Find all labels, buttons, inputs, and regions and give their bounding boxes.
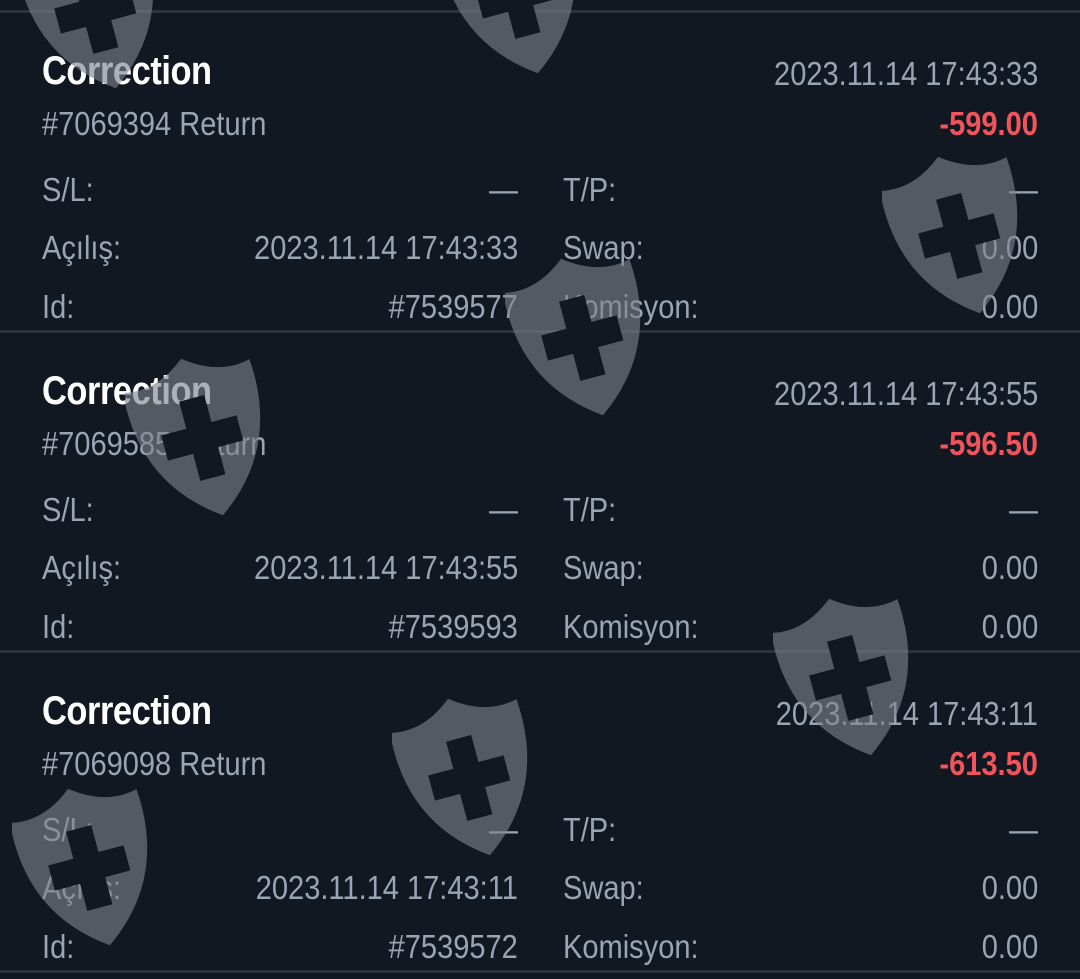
tp-value: — (1008, 491, 1038, 528)
deal-item[interactable]: Correction 2023.11.14 17:43:55 #7069585 … (0, 333, 1080, 653)
commission-row: Komisyon: 0.00 (563, 608, 1038, 648)
tp-row: T/P: — (563, 811, 1038, 851)
commission-label: Komisyon: (563, 288, 699, 325)
id-row: Id: #7539572 (42, 928, 518, 968)
deal-profit: -596.50 (939, 425, 1038, 462)
swap-row: Swap: 0.00 (563, 229, 1038, 269)
swap-label: Swap: (563, 549, 644, 586)
sl-value: — (488, 171, 518, 208)
commission-value: 0.00 (981, 928, 1038, 965)
sl-label: S/L: (42, 491, 94, 528)
deal-comment: #7069585 Return (42, 425, 267, 462)
tp-label: T/P: (563, 491, 617, 528)
id-value: #7539577 (388, 288, 518, 325)
deal-item[interactable]: Correction 2023.11.14 17:43:11 #7069098 … (0, 653, 1080, 973)
open-value: 2023.11.14 17:43:55 (253, 549, 518, 586)
id-value: #7539593 (388, 608, 518, 645)
swap-row: Swap: 0.00 (563, 869, 1038, 909)
id-label: Id: (42, 928, 75, 965)
open-value: 2023.11.14 17:43:33 (253, 229, 518, 266)
swap-label: Swap: (563, 229, 644, 266)
divider (0, 970, 1080, 973)
open-label: Açılış: (42, 549, 122, 586)
commission-label: Komisyon: (563, 928, 699, 965)
deal-comment: #7069394 Return (42, 105, 267, 142)
deal-item[interactable]: Correction 2023.11.14 17:43:33 #7069394 … (0, 13, 1080, 333)
sl-label: S/L: (42, 811, 94, 848)
swap-label: Swap: (563, 869, 644, 906)
commission-value: 0.00 (981, 608, 1038, 645)
open-row: Açılış: 2023.11.14 17:43:55 (42, 549, 518, 589)
deal-type: Correction (42, 369, 212, 413)
open-value: 2023.11.14 17:43:11 (255, 869, 518, 906)
open-row: Açılış: 2023.11.14 17:43:33 (42, 229, 518, 269)
open-label: Açılış: (42, 869, 122, 906)
sl-value: — (488, 491, 518, 528)
open-row: Açılış: 2023.11.14 17:43:11 (42, 869, 518, 909)
open-label: Açılış: (42, 229, 122, 266)
id-label: Id: (42, 288, 75, 325)
commission-value: 0.00 (981, 288, 1038, 325)
sl-row: S/L: — (42, 171, 518, 211)
commission-label: Komisyon: (563, 608, 699, 645)
tp-value: — (1008, 811, 1038, 848)
id-row: Id: #7539593 (42, 608, 518, 648)
swap-value: 0.00 (981, 549, 1038, 586)
tp-label: T/P: (563, 811, 617, 848)
deal-time: 2023.11.14 17:43:11 (775, 695, 1038, 732)
tp-row: T/P: — (563, 171, 1038, 211)
divider (0, 650, 1080, 653)
id-row: Id: #7539577 (42, 288, 518, 328)
swap-row: Swap: 0.00 (563, 549, 1038, 589)
deal-time: 2023.11.14 17:43:33 (773, 55, 1038, 92)
sl-row: S/L: — (42, 491, 518, 531)
deal-profit: -599.00 (939, 105, 1038, 142)
id-label: Id: (42, 608, 75, 645)
deal-profit: -613.50 (939, 745, 1038, 782)
id-value: #7539572 (388, 928, 518, 965)
tp-row: T/P: — (563, 491, 1038, 531)
deal-comment: #7069098 Return (42, 745, 267, 782)
sl-row: S/L: — (42, 811, 518, 851)
deal-type: Correction (42, 689, 212, 733)
commission-row: Komisyon: 0.00 (563, 928, 1038, 968)
sl-value: — (488, 811, 518, 848)
sl-label: S/L: (42, 171, 94, 208)
tp-value: — (1008, 171, 1038, 208)
commission-row: Komisyon: 0.00 (563, 288, 1038, 328)
deal-time: 2023.11.14 17:43:55 (773, 375, 1038, 412)
swap-value: 0.00 (981, 869, 1038, 906)
deal-type: Correction (42, 49, 212, 93)
tp-label: T/P: (563, 171, 617, 208)
swap-value: 0.00 (981, 229, 1038, 266)
